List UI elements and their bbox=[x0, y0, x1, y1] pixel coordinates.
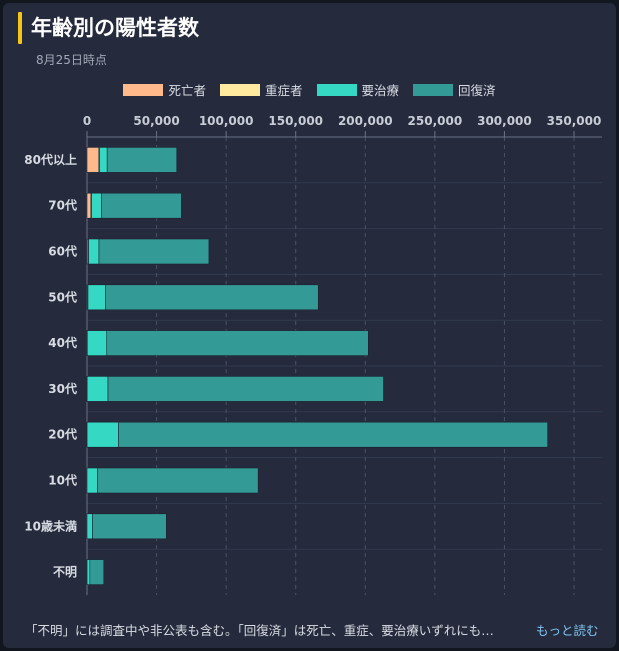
legend-label-death: 死亡者 bbox=[168, 83, 206, 98]
bar-segment-recovered bbox=[92, 513, 167, 540]
y-category-label: 不明 bbox=[53, 565, 77, 579]
bar-segment-recovered bbox=[118, 421, 548, 448]
legend-label-severe: 重症者 bbox=[264, 83, 303, 98]
bar-segment-death bbox=[86, 192, 92, 219]
bar-segment-treatment bbox=[88, 238, 100, 265]
bar-segment-treatment bbox=[86, 421, 119, 448]
legend: 死亡者 重症者 要治療 回復済 bbox=[0, 80, 619, 99]
read-more-link[interactable]: もっと読む bbox=[536, 623, 599, 638]
legend-item-severe[interactable]: 重症者 bbox=[219, 80, 303, 99]
legend-label-recovered: 回復済 bbox=[458, 83, 496, 98]
y-category-label: 10代 bbox=[48, 473, 77, 488]
x-tick-label: 100,000 bbox=[199, 114, 254, 128]
x-tick-label: 250,000 bbox=[408, 114, 463, 128]
legend-swatch-severe bbox=[219, 83, 260, 96]
bar-segment-treatment bbox=[86, 330, 108, 356]
legend-label-treatment: 要治療 bbox=[361, 83, 400, 98]
title-accent-bar bbox=[18, 12, 22, 44]
chart-card: 年齢別の陽性者数 8月25日時点 bbox=[3, 3, 616, 648]
bar-segment-recovered bbox=[101, 192, 182, 219]
y-category-label: 60代 bbox=[48, 244, 77, 259]
y-category-label: 40代 bbox=[48, 335, 77, 350]
bar-segment-treatment bbox=[91, 192, 102, 219]
bar-segment-treatment bbox=[86, 467, 98, 494]
bar-segment-recovered bbox=[106, 330, 369, 356]
y-category-label: 30代 bbox=[48, 381, 77, 396]
bar-segment-recovered bbox=[98, 238, 210, 265]
footer-note: 「不明」には調査中や非公表も含む。「回復済」は死亡、重症、要治療いずれにも… bbox=[25, 623, 494, 638]
legend-swatch-death bbox=[123, 83, 164, 96]
x-tick-label: 50,000 bbox=[133, 114, 179, 128]
legend-item-death[interactable]: 死亡者 bbox=[123, 80, 206, 99]
bar-segment-recovered bbox=[97, 467, 259, 494]
y-category-label: 80代以上 bbox=[24, 152, 77, 167]
chart-title: 年齢別の陽性者数 bbox=[31, 16, 199, 40]
legend-swatch-recovered bbox=[413, 83, 454, 96]
x-tick-label: 200,000 bbox=[338, 114, 393, 128]
bar-segment-recovered bbox=[106, 147, 178, 173]
x-tick-label: 0 bbox=[83, 114, 91, 128]
bar-segment-treatment bbox=[86, 376, 109, 402]
bar-segment-treatment bbox=[86, 513, 93, 540]
legend-item-recovered[interactable]: 回復済 bbox=[413, 80, 496, 99]
legend-swatch-treatment bbox=[316, 83, 357, 96]
x-tick-label: 350,000 bbox=[547, 114, 602, 128]
bar-segment-treatment bbox=[99, 147, 108, 173]
bar-segment-recovered bbox=[105, 284, 319, 311]
x-tick-label: 150,000 bbox=[268, 114, 323, 128]
y-category-label: 10歳未満 bbox=[24, 518, 77, 533]
bar-segment-treatment bbox=[87, 284, 106, 311]
y-category-label: 20代 bbox=[48, 427, 77, 442]
bar-segment-recovered bbox=[107, 376, 384, 402]
bar-segment-recovered bbox=[89, 559, 105, 585]
x-tick-label: 300,000 bbox=[477, 114, 532, 128]
y-category-label: 70代 bbox=[48, 198, 77, 213]
date-label: 8月25日時点 bbox=[36, 53, 107, 67]
legend-item-treatment[interactable]: 要治療 bbox=[316, 80, 400, 99]
bar-segment-death bbox=[86, 147, 100, 173]
bar-segment-treatment bbox=[86, 559, 91, 585]
y-category-label: 50代 bbox=[48, 289, 77, 304]
